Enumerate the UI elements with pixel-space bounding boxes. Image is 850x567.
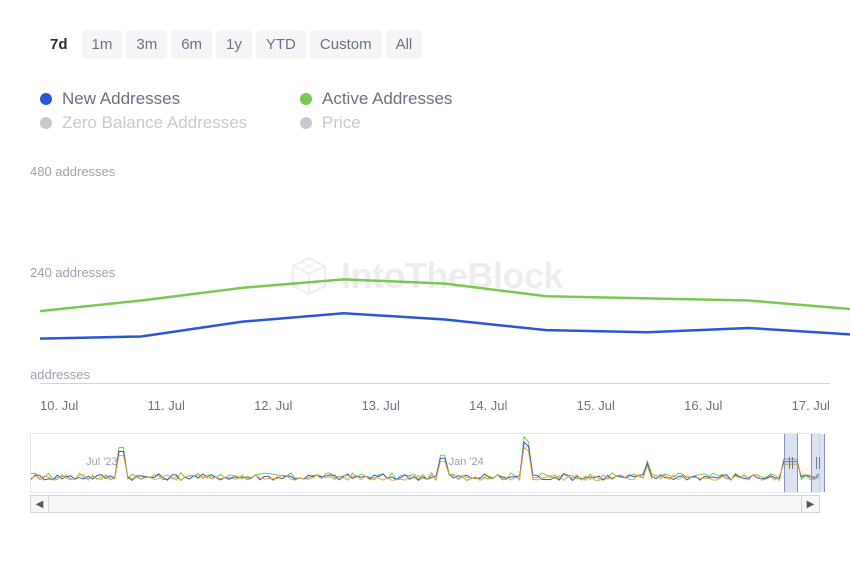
- time-range-ytd[interactable]: YTD: [256, 30, 306, 59]
- range-handle-left[interactable]: [784, 434, 798, 492]
- legend-label: Zero Balance Addresses: [62, 113, 247, 133]
- x-tick-label: 16. Jul: [684, 398, 722, 413]
- x-tick-label: 13. Jul: [362, 398, 400, 413]
- mini-x-label: Jul '23: [86, 456, 117, 468]
- legend-item-new-addresses[interactable]: New Addresses: [40, 89, 270, 109]
- legend-label: Active Addresses: [322, 89, 452, 109]
- scroll-left-button[interactable]: ◀: [31, 496, 49, 512]
- x-tick-label: 12. Jul: [254, 398, 292, 413]
- range-navigator[interactable]: Jul '23 Jan '24: [30, 433, 820, 493]
- chart-legend: New Addresses Active Addresses Zero Balanc…: [10, 89, 530, 133]
- legend-dot-icon: [40, 117, 52, 129]
- time-range-1m[interactable]: 1m: [82, 30, 123, 59]
- main-chart[interactable]: IntoTheBlock addresses240 addresses480 a…: [10, 163, 840, 413]
- legend-dot-icon: [40, 93, 52, 105]
- x-tick-label: 17. Jul: [792, 398, 830, 413]
- scroll-right-button[interactable]: ▶: [801, 496, 819, 512]
- legend-label: New Addresses: [62, 89, 180, 109]
- legend-item-price[interactable]: Price: [300, 113, 530, 133]
- scrollbar[interactable]: ◀ ▶: [30, 495, 820, 513]
- legend-label: Price: [322, 113, 361, 133]
- x-tick-label: 15. Jul: [577, 398, 615, 413]
- mini-x-label: Jan '24: [449, 456, 484, 468]
- x-tick-label: 10. Jul: [40, 398, 78, 413]
- time-range-selector: 7d1m3m6m1yYTDCustomAll: [10, 30, 840, 59]
- time-range-6m[interactable]: 6m: [171, 30, 212, 59]
- time-range-3m[interactable]: 3m: [126, 30, 167, 59]
- x-tick-label: 14. Jul: [469, 398, 507, 413]
- time-range-7d[interactable]: 7d: [40, 30, 78, 59]
- time-range-all[interactable]: All: [386, 30, 423, 59]
- time-range-custom[interactable]: Custom: [310, 30, 382, 59]
- legend-dot-icon: [300, 93, 312, 105]
- scroll-track[interactable]: [49, 496, 801, 512]
- mini-chart-svg: [31, 434, 819, 492]
- x-axis-labels: 10. Jul 11. Jul 12. Jul 13. Jul 14. Jul 15. J…: [40, 398, 830, 413]
- legend-item-active-addresses[interactable]: Active Addresses: [300, 89, 530, 109]
- range-handle-right[interactable]: [811, 434, 825, 492]
- line-chart-svg: [40, 163, 850, 383]
- time-range-1y[interactable]: 1y: [216, 30, 252, 59]
- legend-item-zero-balance-addresses[interactable]: Zero Balance Addresses: [40, 113, 270, 133]
- x-tick-label: 11. Jul: [148, 398, 185, 413]
- legend-dot-icon: [300, 117, 312, 129]
